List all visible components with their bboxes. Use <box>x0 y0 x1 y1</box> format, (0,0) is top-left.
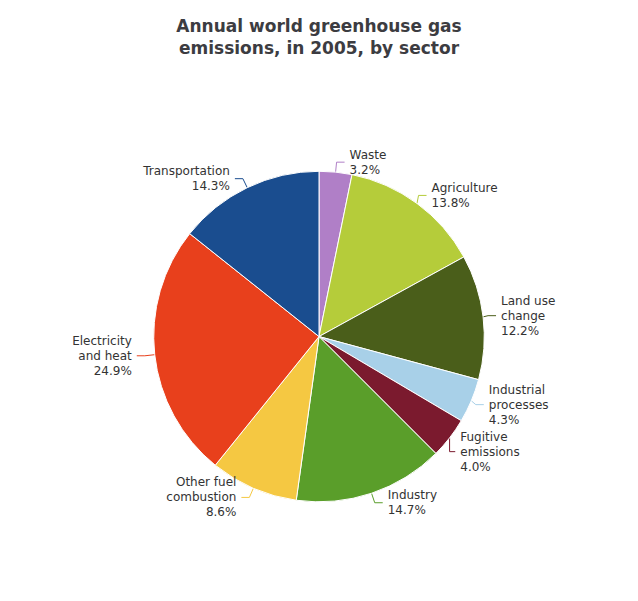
svg-text:13.8%: 13.8% <box>432 196 470 210</box>
svg-text:Agriculture: Agriculture <box>432 181 498 195</box>
svg-text:Other fuel: Other fuel <box>176 475 236 489</box>
svg-text:Waste: Waste <box>350 148 387 162</box>
svg-text:14.7%: 14.7% <box>388 503 426 517</box>
svg-text:processes: processes <box>489 398 549 412</box>
svg-text:emissions, in 2005, by sector: emissions, in 2005, by sector <box>179 38 460 58</box>
svg-text:Industrial: Industrial <box>489 383 545 397</box>
svg-text:Transportation: Transportation <box>142 164 230 178</box>
svg-text:Land use: Land use <box>501 294 555 308</box>
svg-text:8.6%: 8.6% <box>206 505 237 519</box>
svg-text:24.9%: 24.9% <box>94 364 132 378</box>
svg-text:combustion: combustion <box>166 490 236 504</box>
svg-text:14.3%: 14.3% <box>192 179 230 193</box>
svg-text:12.2%: 12.2% <box>501 324 539 338</box>
svg-text:Annual world greenhouse gas: Annual world greenhouse gas <box>176 16 461 36</box>
svg-text:4.3%: 4.3% <box>489 413 519 427</box>
svg-text:3.2%: 3.2% <box>350 163 381 177</box>
svg-text:emissions: emissions <box>460 445 519 459</box>
svg-text:Electricity: Electricity <box>72 334 132 348</box>
svg-text:change: change <box>501 309 545 323</box>
svg-text:Industry: Industry <box>388 488 437 502</box>
svg-text:Fugitive: Fugitive <box>460 430 507 444</box>
svg-text:4.0%: 4.0% <box>460 460 491 474</box>
svg-text:and heat: and heat <box>78 349 132 363</box>
